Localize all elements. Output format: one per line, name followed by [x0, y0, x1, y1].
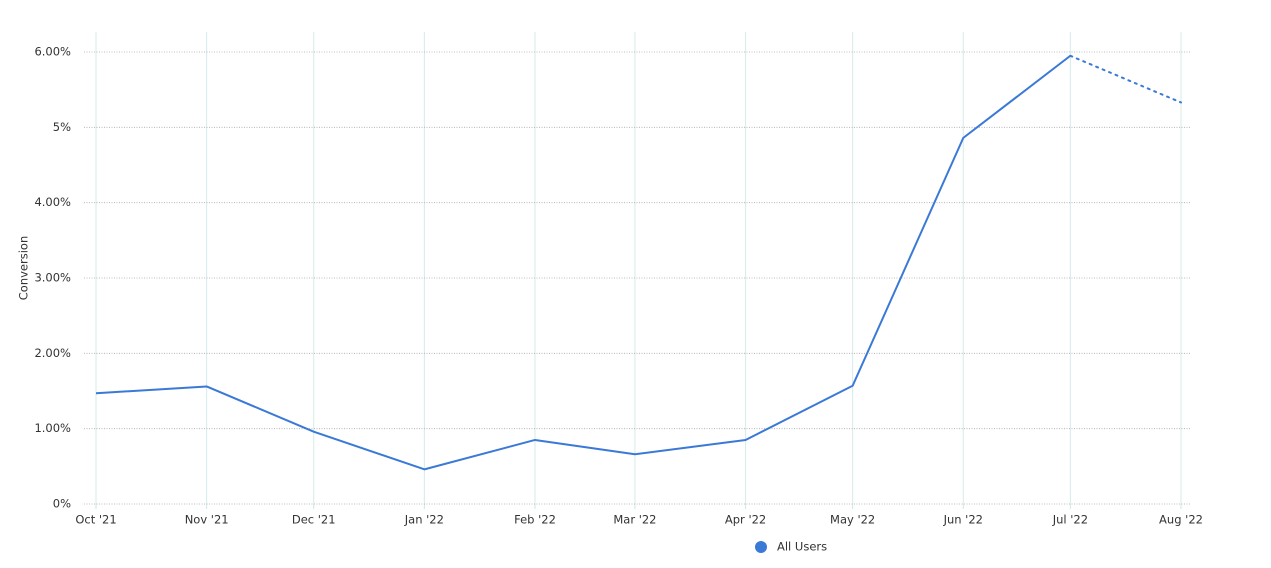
x-tick-label: Feb '22: [514, 513, 556, 527]
x-tick-label: Jan '22: [404, 513, 444, 527]
x-tick-label: Mar '22: [613, 513, 656, 527]
y-tick-label: 5%: [53, 120, 71, 134]
y-tick-label: 2.00%: [34, 346, 71, 360]
x-tick-label: Aug '22: [1159, 513, 1203, 527]
legend-label: All Users: [777, 540, 827, 554]
y-axis-label: Conversion: [17, 236, 31, 300]
x-tick-label: Jul '22: [1052, 513, 1088, 527]
y-tick-label: 3.00%: [34, 271, 71, 285]
x-tick-label: Jun '22: [943, 513, 983, 527]
x-tick-label: Nov '21: [185, 513, 229, 527]
x-tick-label: May '22: [830, 513, 875, 527]
x-tick-label: Dec '21: [292, 513, 336, 527]
y-tick-label: 4.00%: [34, 195, 71, 209]
series-line-dotted: [1069, 54, 1182, 104]
y-tick-label: 1.00%: [34, 421, 71, 435]
series-line: [95, 54, 1071, 471]
x-tick-label: Oct '21: [75, 513, 116, 527]
legend-marker: [755, 541, 767, 553]
x-tick-label: Apr '22: [725, 513, 766, 527]
y-tick-label: 6.00%: [34, 45, 71, 59]
y-tick-label: 0%: [53, 497, 71, 511]
